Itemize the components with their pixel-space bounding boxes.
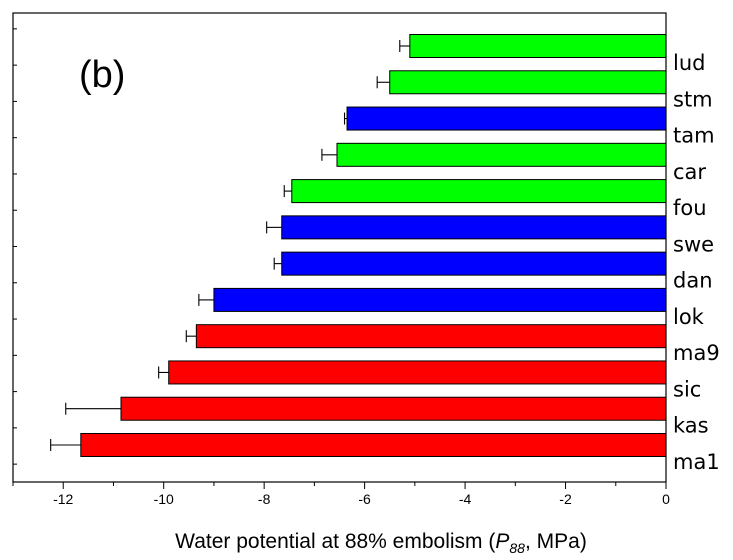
error-bar-lud — [399, 40, 410, 52]
category-label-lok: lok — [673, 305, 705, 329]
plot-frame — [12, 12, 667, 483]
error-bars-layer — [50, 40, 410, 451]
bar-kas — [120, 396, 667, 421]
x-tick-label: -2 — [559, 491, 572, 507]
x-tick-label: -10 — [154, 491, 174, 507]
error-bar-ma9 — [185, 330, 197, 343]
x-axis-title-prefix: Water potential at 88% embolism ( — [175, 530, 495, 553]
error-bar-swe — [266, 221, 282, 234]
category-label-stm: stm — [673, 87, 713, 111]
category-label-car: car — [673, 160, 706, 184]
error-bar-tam — [343, 112, 348, 125]
category-label-sic: sic — [673, 377, 701, 401]
x-tick-label: 0 — [662, 491, 670, 507]
error-bar-car — [321, 148, 337, 161]
category-label-kas: kas — [673, 414, 709, 438]
error-bar-kas — [65, 402, 121, 415]
x-axis-title-symbol: P — [495, 530, 509, 553]
error-bar-ma1 — [50, 439, 81, 451]
bar-stm — [389, 70, 667, 95]
error-bar-sic — [158, 366, 169, 379]
bar-fou — [291, 179, 667, 204]
bar-swe — [281, 215, 667, 240]
bar-lok — [213, 287, 667, 312]
category-label-swe: swe — [673, 232, 714, 256]
x-ticks-layer: -12 -10 -8 -6 -4 -2 0 — [12, 482, 670, 507]
panel-label: (b) — [79, 54, 125, 96]
x-axis-title-subscript: 88 — [509, 540, 525, 556]
error-bar-stm — [376, 76, 390, 89]
bar-sic — [168, 360, 667, 385]
category-label-tam: tam — [673, 124, 715, 148]
bar-ma9 — [195, 324, 667, 349]
bar-dan — [281, 251, 667, 276]
bars-layer — [80, 34, 667, 457]
category-label-dan: dan — [673, 269, 713, 293]
x-tick-label: -12 — [53, 491, 73, 507]
bar-tam — [346, 106, 667, 131]
y-ticks-layer — [13, 28, 17, 465]
category-label-fou: fou — [673, 196, 707, 220]
error-bar-dan — [273, 257, 282, 270]
x-tick-label: -8 — [258, 491, 271, 507]
bar-car — [336, 142, 667, 167]
x-axis-title: Water potential at 88% embolism (P88, MP… — [175, 530, 587, 556]
bar-ma1 — [80, 433, 667, 457]
x-tick-label: -4 — [459, 491, 472, 507]
bar-lud — [409, 34, 667, 58]
error-bar-fou — [283, 185, 292, 198]
category-label-ma9: ma9 — [673, 341, 720, 365]
error-bar-lok — [198, 293, 214, 306]
category-labels-layer: lud stm tam car fou swe dan lok ma9 sic kas ma1 — [673, 51, 720, 474]
x-tick-label: -6 — [358, 491, 371, 507]
category-label-lud: lud — [673, 51, 705, 75]
category-label-ma1: ma1 — [673, 450, 720, 474]
x-axis-title-suffix: , MPa) — [525, 530, 587, 553]
